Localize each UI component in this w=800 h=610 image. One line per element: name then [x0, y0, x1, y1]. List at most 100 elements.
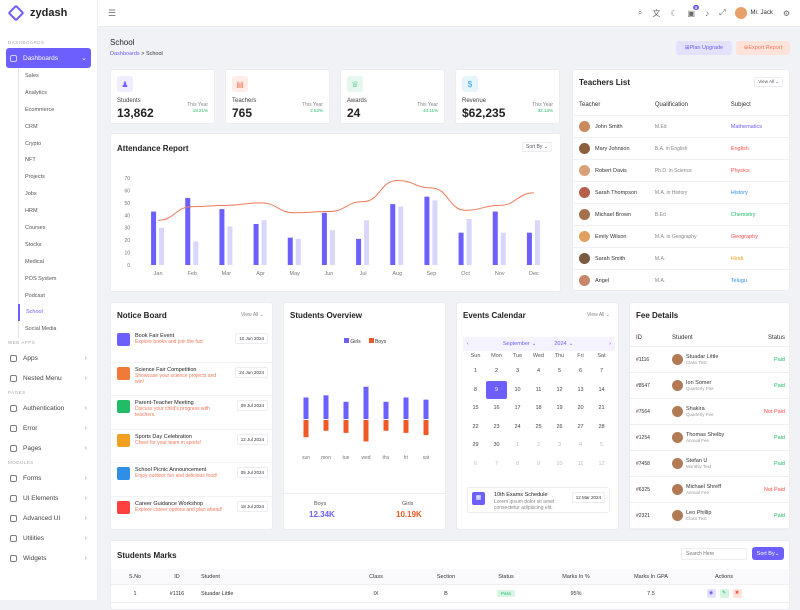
sidebar-item[interactable]: UI Elements ›	[0, 488, 97, 508]
sidebar-item[interactable]: Widgets ›	[0, 548, 97, 568]
calendar-day[interactable]: 7	[494, 460, 499, 467]
event-item[interactable]: ▦ 10th Exams Schedule Lorem ipsum dolor …	[467, 487, 610, 513]
teachers-view-all[interactable]: View All ⌄	[754, 77, 783, 87]
calendar-day[interactable]: 3	[557, 442, 562, 448]
calendar-day[interactable]: 11	[535, 386, 542, 393]
table-row[interactable]: Sarah Smith M.A. Hindi	[573, 248, 789, 270]
table-row[interactable]: Angel M.A. Telugu	[573, 270, 789, 290]
menu-toggle-icon[interactable]: ☰	[108, 7, 117, 18]
notice-item[interactable]: School Picnic Announcement Enjoy outdoor …	[111, 463, 272, 497]
calendar-day[interactable]: 17	[514, 405, 521, 411]
calendar-day[interactable]: 1	[473, 368, 478, 374]
calendar-day[interactable]: 6	[578, 368, 583, 374]
sidebar-item-dashboards[interactable]: Dashboards ⌄	[6, 48, 91, 68]
sidebar-subitem[interactable]: Courses	[25, 225, 46, 232]
sidebar-item[interactable]: Error ›	[0, 418, 97, 438]
calendar-day[interactable]: 9	[486, 380, 507, 399]
notice-view-all[interactable]: View All ⌄	[241, 312, 264, 318]
calendar-day[interactable]: 4	[578, 442, 583, 448]
edit-icon[interactable]: ✎	[719, 589, 729, 598]
sidebar-subitem[interactable]: Analytics	[25, 89, 48, 96]
sidebar-item[interactable]: Pages ›	[0, 438, 97, 458]
events-view-all[interactable]: View All ⌄	[587, 312, 610, 318]
table-row[interactable]: #7458 Stefan U Monthly Test Paid	[630, 451, 789, 477]
table-row[interactable]: 1 #1116 Stuadar Little IX B Pass 95% 7.5 ◉ ✎ ✖	[111, 585, 789, 603]
breadcrumb-link[interactable]: Dashboards	[110, 51, 140, 57]
sidebar-item[interactable]: Nested Menu ›	[0, 368, 97, 388]
marks-sort-button[interactable]: Sort By ⌄	[752, 547, 784, 560]
bell-icon[interactable]: ♪	[705, 8, 710, 18]
calendar-day[interactable]: 2	[536, 442, 541, 448]
table-row[interactable]: #2321 Leo Phillip Class Test Paid	[630, 503, 789, 529]
calendar-day[interactable]: 8	[473, 386, 478, 393]
sidebar-subitem[interactable]: Crypto	[25, 140, 42, 147]
dark-mode-icon[interactable]: ☾	[670, 8, 678, 18]
notice-item[interactable]: Sports Day Celebration Cheer for your tea…	[111, 430, 272, 463]
calendar-day[interactable]: 27	[577, 423, 584, 430]
sidebar-item[interactable]: Forms ›	[0, 468, 97, 488]
sidebar-subitem[interactable]: CRM	[25, 123, 38, 130]
language-icon[interactable]: 文	[652, 8, 661, 18]
sidebar-subitem[interactable]: HRM	[25, 208, 38, 215]
sidebar-subitem[interactable]: School	[18, 304, 97, 322]
sidebar-subitem[interactable]: Stocks	[25, 241, 42, 248]
calendar-day[interactable]: 11	[577, 460, 584, 467]
calendar-day[interactable]: 19	[556, 405, 563, 411]
fullscreen-icon[interactable]: ⤢	[719, 8, 726, 17]
calendar-day[interactable]: 3	[515, 368, 520, 374]
sidebar-subitem[interactable]: Social Media	[25, 326, 57, 333]
table-row[interactable]: Sarah Thompson M.A. in History History	[573, 182, 789, 204]
sidebar-subitem[interactable]: Podcast	[25, 292, 45, 299]
calendar-day[interactable]: 22	[472, 423, 479, 430]
sidebar-subitem[interactable]: NFT	[25, 157, 36, 164]
table-row[interactable]: #7564 Shakira Quarterly Fee Not Paid	[630, 399, 789, 425]
table-row[interactable]: Emily Wilson M.A. in Geography Geography	[573, 226, 789, 248]
table-row[interactable]: John Smith M.Ed Mathematics	[573, 116, 789, 138]
export-report-button[interactable]: ⊕ Export Report	[736, 41, 790, 55]
sidebar-subitem[interactable]: Projects	[25, 174, 45, 181]
calendar-day[interactable]: 26	[556, 423, 563, 430]
sidebar-subitem[interactable]: Jobs	[25, 191, 37, 198]
calendar-day[interactable]: 30	[493, 442, 500, 448]
sidebar-item[interactable]: Authentication ›	[0, 398, 97, 418]
calendar-day[interactable]: 5	[557, 368, 562, 374]
delete-icon[interactable]: ✖	[732, 589, 742, 598]
plan-upgrade-button[interactable]: ⊞ Plan Upgrade	[676, 41, 732, 55]
calendar-day[interactable]: 10	[514, 386, 521, 393]
cart-icon[interactable]: ▣ 5	[687, 4, 700, 18]
sidebar-item[interactable]: Apps ›	[0, 348, 97, 368]
calendar-day[interactable]: 15	[472, 405, 479, 411]
calendar-day[interactable]: 12	[556, 386, 563, 393]
sidebar-subitem[interactable]: Medical	[25, 258, 44, 265]
calendar-day[interactable]: 24	[514, 423, 521, 430]
table-row[interactable]: #1254 Thomas Shelby Annual Fee Paid	[630, 425, 789, 451]
view-icon[interactable]: ◉	[706, 589, 716, 598]
calendar-day[interactable]: 29	[472, 442, 479, 448]
sidebar-subitem[interactable]: Ecommerce	[25, 106, 55, 113]
calendar-day[interactable]: 14	[598, 386, 605, 393]
calendar-day[interactable]: 20	[577, 405, 584, 411]
user-menu[interactable]: Mr. Jack	[735, 7, 773, 19]
calendar-day[interactable]: 23	[493, 423, 500, 430]
calendar-day[interactable]: 10	[556, 460, 563, 467]
calendar-day[interactable]: 16	[493, 405, 500, 411]
logo[interactable]: zydash	[0, 0, 97, 26]
sidebar-item[interactable]: Advanced UI ›	[0, 508, 97, 528]
calendar-year[interactable]: 2024	[554, 341, 567, 347]
calendar-day[interactable]: 18	[535, 405, 542, 411]
calendar-day[interactable]: 21	[598, 405, 605, 411]
calendar-day[interactable]: 13	[577, 386, 584, 393]
sidebar-subitem[interactable]: Sales	[25, 73, 39, 79]
calendar-day[interactable]: 1	[515, 442, 520, 448]
calendar-day[interactable]: 7	[599, 368, 604, 374]
calendar-day[interactable]: 12	[598, 460, 605, 467]
calendar-day[interactable]: 25	[535, 423, 542, 430]
notice-item[interactable]: Parent-Teacher Meeting Discuss your child…	[111, 396, 272, 430]
calendar-month[interactable]: September	[502, 341, 530, 347]
sidebar-item[interactable]: Utilities ›	[0, 528, 97, 548]
calendar-day[interactable]: 9	[536, 460, 541, 467]
notice-item[interactable]: Career Guidance Workshop Explore career o…	[111, 497, 272, 530]
table-row[interactable]: #6325 Michael Shreff Annual Fee Not Paid	[630, 477, 789, 503]
calendar-day[interactable]: 8	[515, 460, 520, 467]
calendar-day[interactable]: 4	[536, 368, 541, 374]
